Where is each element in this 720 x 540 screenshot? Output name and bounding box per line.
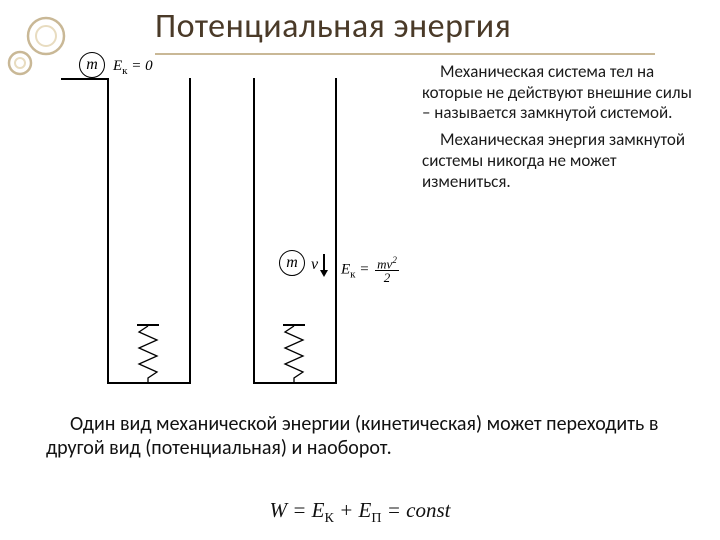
right-wall-left (253, 78, 255, 384)
left-wall-vert (107, 78, 109, 382)
v-label: v (311, 256, 318, 274)
left-platform (61, 78, 107, 80)
ball-top: m (79, 52, 105, 78)
diagram-area: m Eк = 0 m v Eк = mv22 (55, 50, 455, 395)
paragraph-2: Механическая энергия замкнутой системы н… (422, 130, 700, 192)
explanation-block: Механическая система тел на которые не д… (422, 62, 700, 198)
right-spring (283, 324, 305, 384)
ball-mid: m (279, 250, 305, 276)
ek-top-label: Eк = 0 (113, 58, 153, 77)
right-wall-right (335, 78, 337, 384)
energy-formula: W = EК + EП = const (0, 498, 720, 527)
paragraph-1: Механическая система тел на которые не д… (422, 62, 700, 124)
conclusion-text: Один вид механической энергии (кинетичес… (46, 412, 686, 461)
left-wall-right (189, 78, 191, 384)
left-spring (137, 324, 159, 384)
page-title: Потенциальная энергия (155, 6, 655, 55)
ek-mid-label: Eк = mv22 (341, 256, 399, 284)
